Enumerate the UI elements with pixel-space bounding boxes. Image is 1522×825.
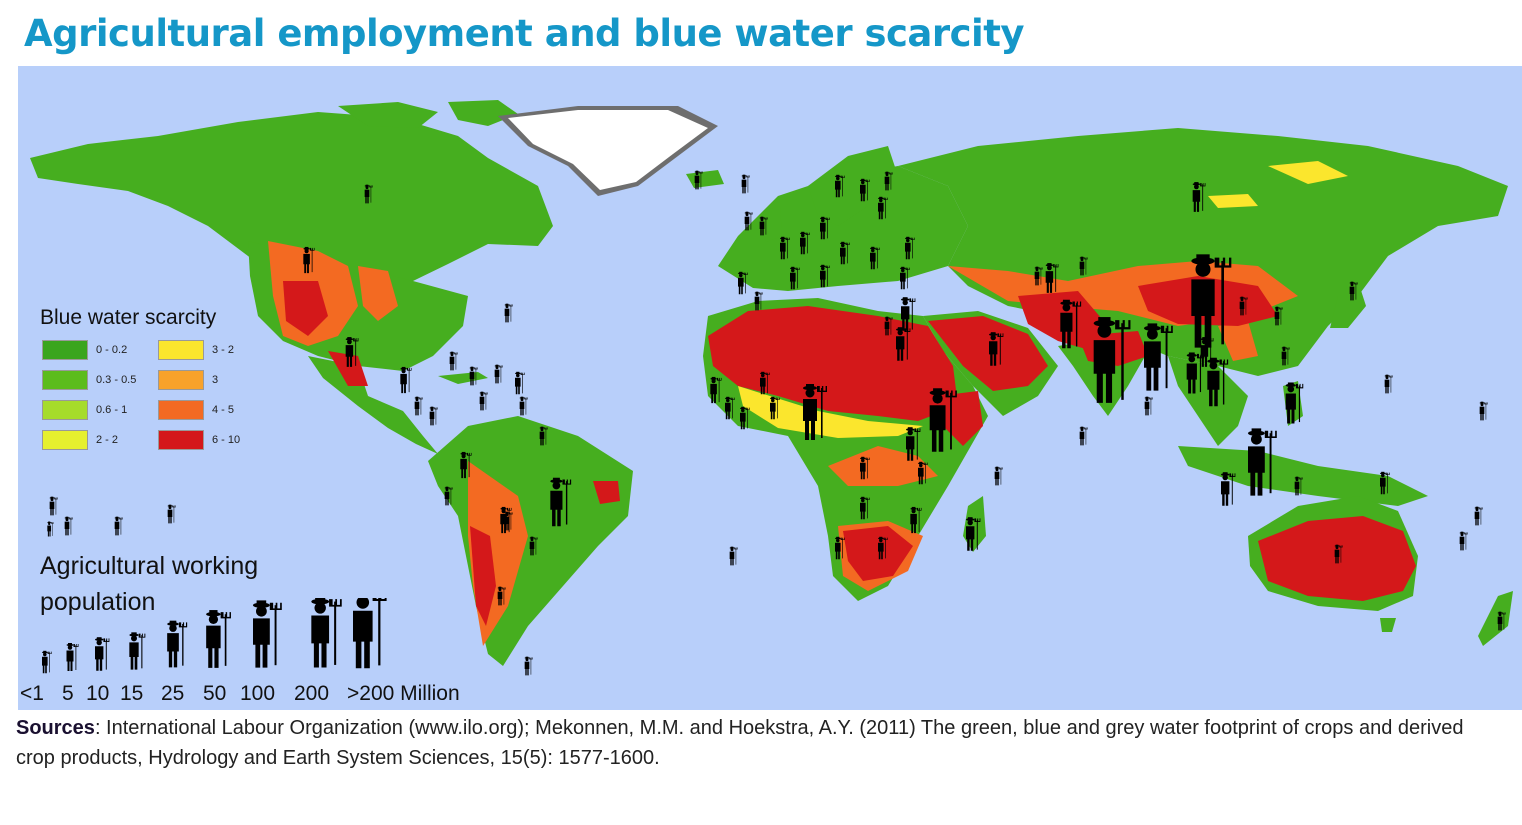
farmer-icon-size-15 [129,632,146,670]
legend-item: 4 - 5 [158,399,268,421]
legend-swatch [158,430,204,450]
farmer-icon-size-200-plus [353,598,387,669]
legend-label: 0 - 0.2 [96,344,128,356]
world-map: Blue water scarcity 0 - 0.2 3 - 2 0.3 - … [18,66,1522,710]
population-label: 200 [294,682,330,705]
scarcity-red [283,276,1416,626]
legend-label: 0.6 - 1 [96,404,128,416]
population-label: 100 [240,682,276,705]
legend-label: 3 [212,374,219,386]
population-label: 50 [203,682,227,705]
legend-label: 0.3 - 0.5 [96,374,137,386]
sources-note: Sources: International Labour Organizati… [16,713,1506,773]
population-label: 25 [161,682,185,705]
legend-label: 2 - 2 [96,434,119,446]
legend-swatch [42,400,88,420]
legend-item: 6 - 10 [158,429,268,451]
farmer-icon-size-1 [42,650,52,674]
legend-swatch [158,370,204,390]
farmer-icon-size-10 [95,637,110,671]
legend-swatch [158,340,204,360]
legend-label: 6 - 10 [212,434,241,446]
farmer-icon-size-200 [311,598,342,668]
population-label: 10 [86,682,110,705]
legend-item: 3 [158,369,268,391]
legend-title: Blue water scarcity [40,306,217,329]
world-map-canvas [30,100,1513,676]
legend-item: 0.6 - 1 [42,399,158,421]
legend-label: 3 - 2 [212,344,235,356]
farmer-icon-size-5 [66,643,79,671]
legend-item: 2 - 2 [42,429,158,451]
population-label: 5 [62,682,74,705]
population-label: >200 Million [347,682,460,705]
legend-swatches: 0 - 0.2 3 - 2 0.3 - 0.5 3 0.6 - 1 4 - 5 … [42,339,268,451]
legend-swatch [42,370,88,390]
legend-swatch [158,400,204,420]
legend-label: 4 - 5 [212,404,235,416]
sources-text: : International Labour Organization (www… [16,717,1464,769]
population-label: <1 [20,682,44,705]
page-title: Agricultural employment and blue water s… [24,12,1025,55]
legend-swatch [42,340,88,360]
legend-item: 0 - 0.2 [42,339,158,361]
legend-item: 0.3 - 0.5 [42,369,158,391]
population-label: 15 [120,682,144,705]
legend-item: 3 - 2 [158,339,268,361]
population-legend-title: Agricultural working population [40,552,259,616]
sources-label: Sources [16,717,95,739]
farmer-icon-size-50 [206,610,231,668]
legend-swatch [42,430,88,450]
farmer-icon-size-25 [167,620,188,668]
greenland-ice [508,110,708,190]
scarcity-yellow [738,161,1348,438]
farmer-icon-size-100 [253,600,282,668]
